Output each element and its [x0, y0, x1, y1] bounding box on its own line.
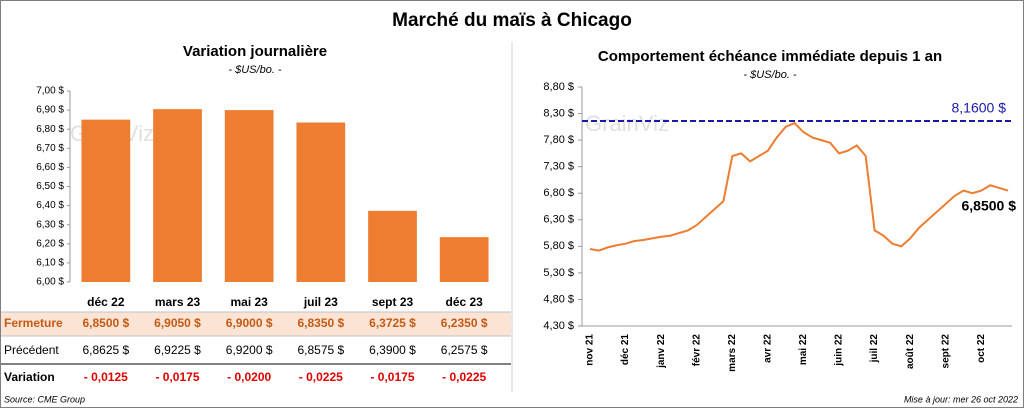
table-cell: 6,9225 $ [154, 343, 201, 357]
watermark: GrainViz [585, 111, 669, 136]
last-value-label: 6,8500 $ [962, 197, 1017, 213]
bar [224, 110, 274, 282]
y-tick-label: 6,40 $ [36, 200, 64, 211]
reference-label: 8,1600 $ [952, 100, 1007, 116]
y-tick-label: 6,00 $ [36, 277, 64, 288]
x-tick-label: juil 22 [869, 334, 880, 364]
y-tick-label: 6,30 $ [543, 214, 574, 226]
table-cell: 6,3900 $ [369, 343, 416, 357]
line-series [589, 121, 1009, 252]
table-cell: 6,9000 $ [226, 316, 273, 330]
table-cell: 6,8350 $ [297, 316, 344, 330]
chart-subtitle: - $US/bo. - [228, 64, 282, 76]
x-tick-label: déc 21 [620, 334, 631, 366]
x-tick-label: nov 21 [585, 334, 596, 366]
y-tick-label: 7,00 $ [36, 86, 64, 97]
y-tick-label: 6,20 $ [36, 238, 64, 249]
y-tick-label: 5,30 $ [543, 267, 574, 279]
x-tick-label: sept 22 [940, 334, 951, 369]
table-cell: 6,9050 $ [154, 316, 201, 330]
table-cell: 6,9200 $ [226, 343, 273, 357]
y-tick-label: 6,80 $ [543, 187, 574, 199]
table-cell: 6,8625 $ [82, 343, 129, 357]
y-tick-label: 6,10 $ [36, 258, 64, 269]
x-tick-label: mars 22 [727, 334, 738, 372]
y-tick-label: 6,50 $ [36, 181, 64, 192]
x-tick-label: oct 22 [976, 334, 987, 363]
y-tick-label: 7,80 $ [543, 134, 574, 146]
x-tick-label: déc 22 [87, 295, 125, 309]
x-tick-label: avr 22 [763, 334, 774, 363]
chart-subtitle: - $US/bo. - [743, 69, 797, 81]
x-tick-label: juil 23 [303, 295, 338, 309]
row-label: Précédent [4, 343, 59, 357]
y-tick-label: 7,30 $ [543, 161, 574, 173]
table-cell: 6,2575 $ [441, 343, 488, 357]
y-tick-label: 4,80 $ [543, 293, 574, 305]
y-tick-label: 6,30 $ [36, 219, 64, 230]
y-tick-label: 6,90 $ [36, 105, 64, 116]
page-title: Marché du maïs à Chicago [392, 10, 632, 31]
bar [81, 119, 131, 283]
chart-title: Variation journalière [183, 43, 327, 60]
table-cell: - 0,0200 [227, 370, 271, 384]
table-cell: 6,8500 $ [82, 316, 129, 330]
y-tick-label: 6,60 $ [36, 162, 64, 173]
x-tick-label: mai 22 [798, 334, 809, 366]
x-tick-label: janv 22 [656, 334, 667, 369]
y-tick-label: 4,30 $ [543, 320, 574, 332]
x-tick-label: mars 23 [155, 295, 201, 309]
bar [296, 122, 346, 282]
y-tick-label: 8,30 $ [543, 107, 574, 119]
y-tick-label: 8,80 $ [543, 81, 574, 93]
y-tick-label: 5,80 $ [543, 240, 574, 252]
chart-title: Comportement échéance immédiate depuis 1… [598, 48, 942, 65]
bar [439, 237, 489, 282]
x-tick-label: mai 23 [230, 295, 268, 309]
table-cell: - 0,0175 [155, 370, 199, 384]
table-cell: - 0,0225 [299, 370, 343, 384]
table-cell: 6,8575 $ [297, 343, 344, 357]
x-tick-label: juin 22 [834, 334, 845, 367]
row-highlight [1, 312, 511, 336]
bar [153, 109, 202, 283]
row-label: Variation [4, 370, 55, 384]
table-cell: - 0,0125 [84, 370, 128, 384]
table-cell: - 0,0175 [370, 370, 414, 384]
x-tick-label: sept 23 [372, 295, 414, 309]
source: Source: CME Group [4, 394, 85, 404]
y-tick-label: 6,70 $ [36, 143, 64, 154]
table-cell: - 0,0225 [442, 370, 486, 384]
y-tick-label: 6,80 $ [36, 124, 64, 135]
table-cell: 6,3725 $ [369, 316, 416, 330]
bar [368, 210, 417, 282]
update-date: Mise à jour: mer 26 oct 2022 [904, 394, 1018, 404]
x-tick-label: août 22 [905, 334, 916, 369]
table-cell: 6,2350 $ [441, 316, 488, 330]
x-tick-label: déc 23 [445, 295, 483, 309]
row-label: Fermeture [4, 316, 63, 330]
x-tick-label: févr 22 [691, 334, 702, 367]
